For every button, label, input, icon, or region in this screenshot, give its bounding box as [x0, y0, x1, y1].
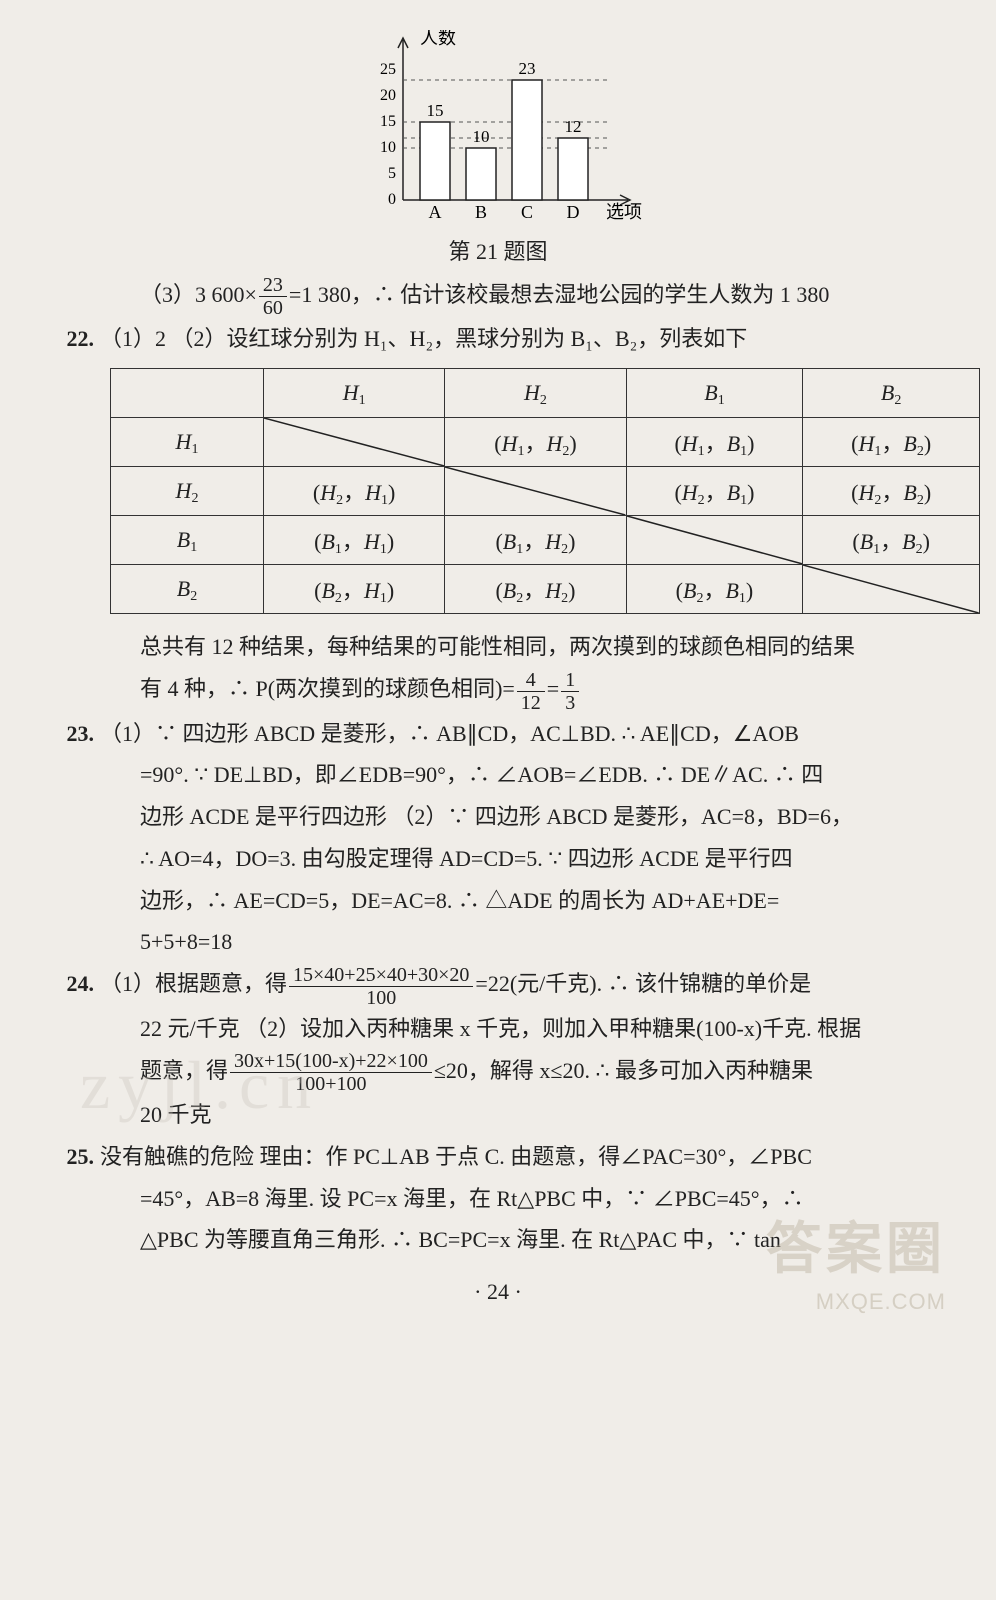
svg-text:20: 20 [380, 87, 396, 104]
q24-l1: 24.（1）根据题意，得15×40+25×40+30×20100=22(元/千克… [50, 963, 946, 1007]
table-row: B2 (B2，H1) (B2，H2) (B2，B1) [111, 565, 980, 614]
svg-text:10: 10 [380, 139, 396, 156]
q22-table: H1 H2 B1 B2 H1 (H1，H2) (H1，B1) (H1，B2) H… [110, 368, 980, 614]
q23-l6: 5+5+8=18 [50, 921, 946, 963]
q25-l3: △PBC 为等腰直角三角形. ∴ BC=PC=x 海里. 在 Rt△PAC 中，… [50, 1219, 946, 1261]
table-header: H1 [264, 369, 445, 418]
chart-caption: 第 21 题图 [338, 234, 658, 266]
q22-after-2: 有 4 种，∴ P(两次摸到的球颜色相同)=412=13 [50, 668, 946, 712]
q23-l4: ∴ AO=4，DO=3. 由勾股定理得 AD=CD=5. ∵ 四边形 ACDE … [50, 838, 946, 880]
table-row: H2 (H2，H1) (H2，B1) (H2，B2) [111, 467, 980, 516]
question-number: 24. [50, 963, 94, 1005]
question-number: 23. [50, 713, 94, 755]
table-header: H2 [445, 369, 626, 418]
svg-text:15: 15 [427, 101, 444, 120]
q24-l4: 20 千克 [50, 1094, 946, 1136]
svg-text:C: C [521, 202, 533, 222]
svg-text:5: 5 [388, 165, 396, 182]
table-row: B1 (B1，H1) (B1，H2) (B1，B2) [111, 516, 980, 565]
svg-text:A: A [429, 202, 442, 222]
table-header [111, 369, 264, 418]
xlabel: 选项 [606, 202, 642, 222]
q22-after-1: 总共有 12 种结果，每种结果的可能性相同，两次摸到的球颜色相同的结果 [50, 626, 946, 668]
table-header: B1 [626, 369, 803, 418]
table-header: B2 [803, 369, 980, 418]
q23-l2: =90°. ∵ DE⊥BD，即∠EDB=90°，∴ ∠AOB=∠EDB. ∴ D… [50, 754, 946, 796]
question-number: 22. [50, 318, 94, 360]
chart-svg: 0 5 10 15 20 25 15 A 10 B 23 C [348, 30, 648, 230]
svg-text:D: D [567, 202, 580, 222]
svg-text:0: 0 [388, 191, 396, 208]
q22-intro: 22.（1）2 （2）设红球分别为 H₁、H₂，黑球分别为 B₁、B₂，列表如下 [50, 318, 946, 360]
q24-l3: 题意，得30x+15(100-x)+22×100100+100≤20，解得 x≤… [50, 1050, 946, 1094]
page-number: · 24 · [50, 1279, 946, 1305]
svg-text:12: 12 [565, 117, 582, 136]
q21-part3: （3）3 600×2360=1 380，∴ 估计该校最想去湿地公园的学生人数为 … [50, 274, 946, 318]
q23-l5: 边形，∴ AE=CD=5，DE=AC=8. ∴ △ADE 的周长为 AD+AE+… [50, 880, 946, 922]
svg-text:B: B [475, 202, 487, 222]
q23-l3: 边形 ACDE 是平行四边形 （2）∵ 四边形 ABCD 是菱形，AC=8，BD… [50, 796, 946, 838]
q25-l2: =45°，AB=8 海里. 设 PC=x 海里，在 Rt△PBC 中，∵ ∠PB… [50, 1178, 946, 1220]
svg-text:23: 23 [519, 59, 536, 78]
svg-text:10: 10 [473, 127, 490, 146]
svg-text:15: 15 [380, 113, 396, 130]
question-number: 25. [50, 1136, 94, 1178]
q23-l1: 23.（1）∵ 四边形 ABCD 是菱形，∴ AB∥CD，AC⊥BD. ∴ AE… [50, 713, 946, 755]
svg-text:25: 25 [380, 61, 396, 78]
q24-l2: 22 元/千克 （2）设加入丙种糖果 x 千克，则加入甲种糖果(100-x)千克… [50, 1008, 946, 1050]
q25-l1: 25.没有触礁的危险 理由：作 PC⊥AB 于点 C. 由题意，得∠PAC=30… [50, 1136, 946, 1178]
table-row: H1 H2 B1 B2 [111, 369, 980, 418]
bar-chart: 0 5 10 15 20 25 15 A 10 B 23 C [338, 30, 658, 266]
table-row: H1 (H1，H2) (H1，B1) (H1，B2) [111, 418, 980, 467]
ylabel: 人数 [420, 30, 456, 48]
